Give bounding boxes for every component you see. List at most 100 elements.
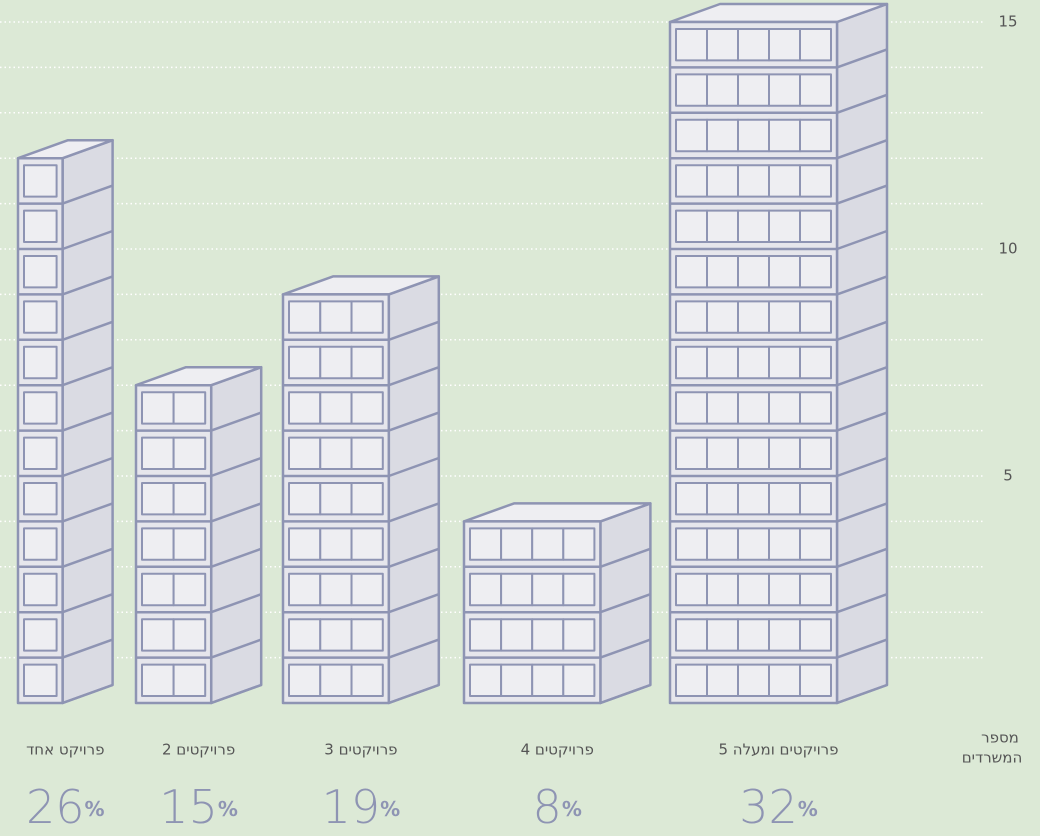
window <box>562 618 596 652</box>
building <box>281 275 441 705</box>
window <box>23 663 58 697</box>
window <box>675 255 708 289</box>
side-floor-line <box>836 456 888 478</box>
window <box>675 28 708 62</box>
window <box>768 118 801 153</box>
window <box>319 663 353 697</box>
window <box>288 482 322 516</box>
window <box>799 209 832 244</box>
side-floor-line <box>836 411 888 432</box>
x-tick-label: 5 פרויקטים ומעלה <box>718 741 838 759</box>
window <box>531 618 565 652</box>
window <box>737 255 770 289</box>
window <box>319 345 353 380</box>
window <box>706 73 739 107</box>
window <box>768 482 801 516</box>
window <box>706 164 739 198</box>
side-floor-line <box>62 547 114 568</box>
window <box>768 572 801 607</box>
y-tick-label: 15 <box>998 13 1017 31</box>
window <box>23 164 58 198</box>
side-floor-line <box>62 502 114 523</box>
window <box>288 391 322 425</box>
window <box>706 527 739 561</box>
window <box>469 618 503 652</box>
side-floor-line <box>836 93 888 114</box>
side-floor-line <box>388 320 440 341</box>
window <box>288 663 322 697</box>
share-label: 26% <box>26 780 105 834</box>
window <box>562 663 596 697</box>
window <box>23 345 58 380</box>
window <box>172 572 207 607</box>
side-floor-line <box>836 275 888 296</box>
side-floor-line <box>388 683 440 705</box>
window <box>172 436 207 471</box>
window <box>319 572 353 607</box>
window <box>172 391 207 425</box>
window <box>23 436 58 471</box>
window <box>675 436 708 471</box>
side-floor-line <box>836 320 888 341</box>
window <box>23 255 58 289</box>
window <box>469 663 503 697</box>
window <box>799 436 832 471</box>
window <box>799 482 832 516</box>
window <box>469 572 503 607</box>
window <box>350 618 384 652</box>
side-floor-line <box>388 593 440 614</box>
window <box>350 482 384 516</box>
side-floor-line <box>62 683 114 705</box>
side-floor-line <box>599 683 651 705</box>
side-floor-line <box>388 411 440 432</box>
window <box>141 527 175 561</box>
side-floor-line <box>836 139 888 160</box>
x-tick-label: 3 פרויקטים <box>324 741 397 759</box>
window <box>737 209 770 244</box>
x-tick-label: 4 פרויקטים <box>521 741 594 759</box>
window <box>350 345 384 380</box>
share-value: 8 <box>533 780 562 834</box>
side-floor-line <box>836 638 888 659</box>
window <box>706 28 739 62</box>
window <box>706 482 739 516</box>
window <box>172 663 207 697</box>
window <box>706 345 739 380</box>
side-floor-line <box>210 638 262 659</box>
window <box>500 618 534 652</box>
window <box>23 209 58 244</box>
side-floor-line <box>836 547 888 568</box>
window <box>706 300 739 334</box>
window <box>737 73 770 107</box>
side-floor-line <box>62 184 114 205</box>
window <box>799 255 832 289</box>
window <box>350 527 384 561</box>
window <box>706 118 739 153</box>
window <box>675 345 708 380</box>
side-floor-line <box>388 638 440 659</box>
window <box>706 209 739 244</box>
window <box>675 300 708 334</box>
side-floor-line <box>599 638 651 659</box>
window <box>675 572 708 607</box>
share-unit: % <box>562 797 582 821</box>
window <box>799 164 832 198</box>
window <box>737 391 770 425</box>
window <box>799 73 832 107</box>
window <box>706 572 739 607</box>
window <box>675 391 708 425</box>
side-floor-line <box>62 593 114 614</box>
window <box>706 618 739 652</box>
side-floor-line <box>210 456 262 478</box>
window <box>799 28 832 62</box>
window <box>799 572 832 607</box>
window <box>469 527 503 561</box>
window <box>288 618 322 652</box>
window <box>737 164 770 198</box>
window <box>562 572 596 607</box>
window <box>500 663 534 697</box>
window <box>23 482 58 516</box>
side-floor-line <box>210 683 262 705</box>
side-floor-line <box>836 502 888 523</box>
window <box>799 300 832 334</box>
